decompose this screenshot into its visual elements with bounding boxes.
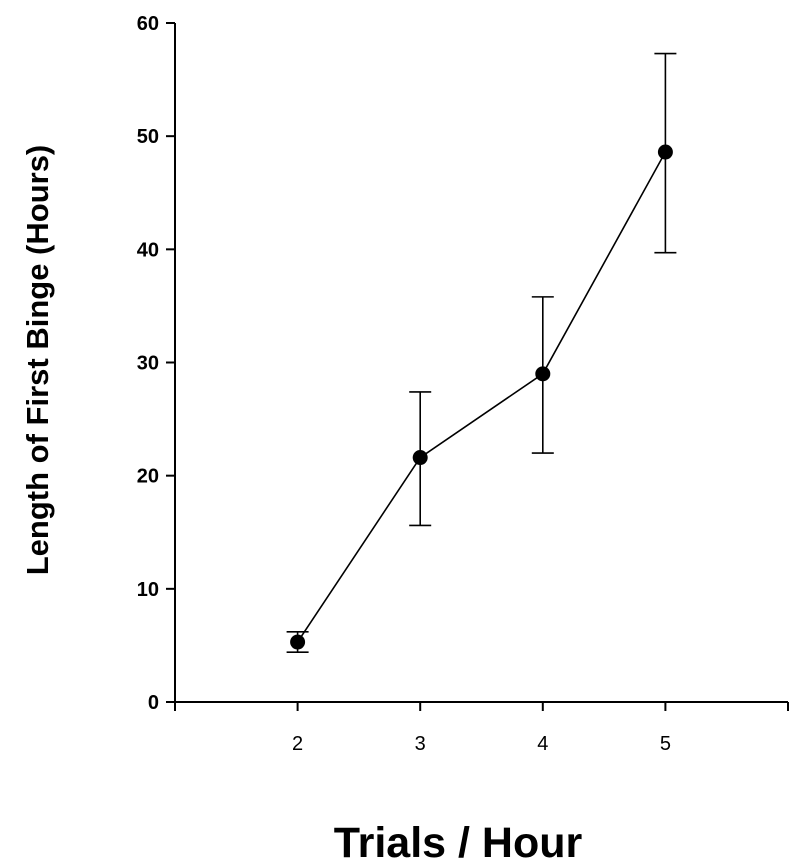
y-tick-label: 40 [137, 239, 159, 261]
data-point [290, 634, 306, 650]
x-tick-label: 3 [415, 733, 426, 755]
y-axis-ticks: 0 10 20 30 40 50 60 [137, 13, 175, 714]
data-point [535, 366, 551, 382]
x-tick-label: 2 [292, 733, 303, 755]
x-tick-label: 4 [537, 733, 548, 755]
series-line [296, 151, 667, 643]
data-point [412, 450, 428, 466]
x-axis-ticks: 2 3 4 5 [174, 702, 789, 755]
data-points [290, 144, 673, 650]
axes [174, 23, 788, 703]
y-tick-label: 0 [148, 692, 159, 714]
error-bars [286, 52, 677, 654]
series-line-group [296, 151, 667, 643]
y-axis-title: Length of First Binge (Hours) [20, 145, 55, 576]
x-tick-label: 5 [660, 733, 671, 755]
y-tick-label: 60 [137, 13, 159, 35]
y-tick-label: 30 [137, 353, 159, 375]
data-point [657, 144, 673, 160]
x-axis-title: Trials / Hour [334, 819, 583, 867]
y-tick-label: 10 [137, 579, 159, 601]
y-tick-label: 20 [137, 466, 159, 488]
y-tick-label: 50 [137, 126, 159, 148]
